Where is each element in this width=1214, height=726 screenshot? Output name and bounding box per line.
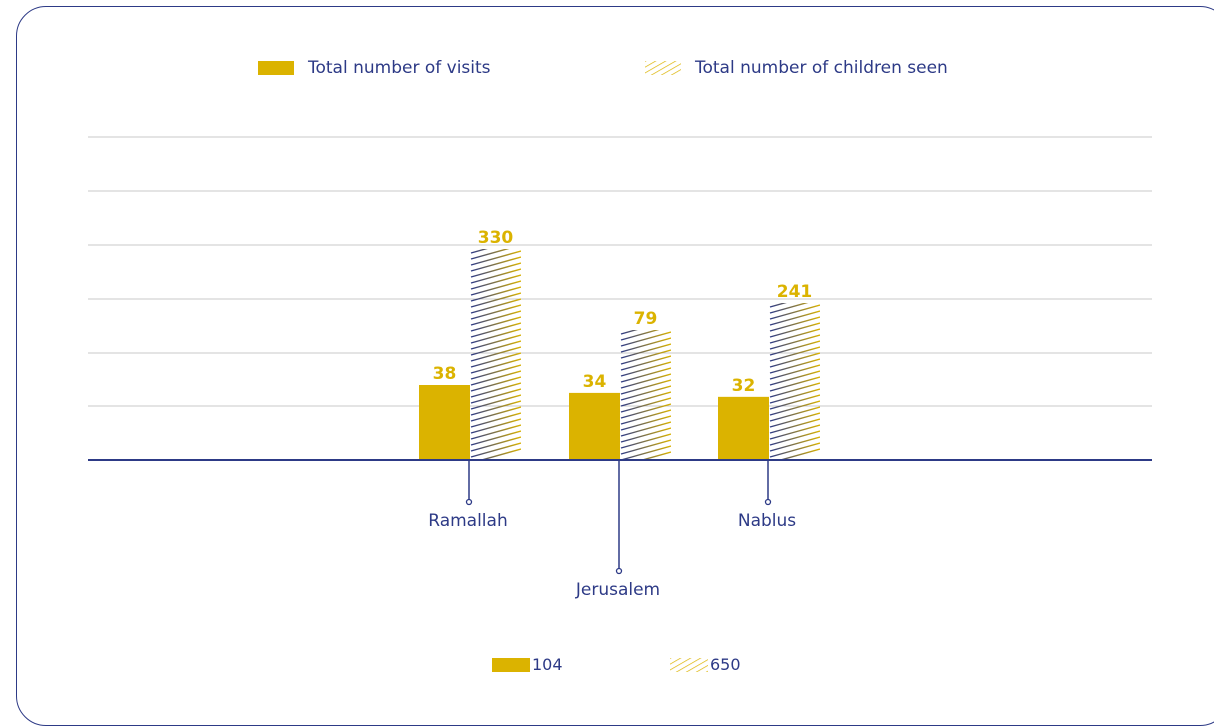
- total-visits: 104: [492, 655, 563, 674]
- total-visits-swatch: [492, 657, 530, 672]
- value-label-visits: 38: [433, 364, 457, 384]
- value-label-children: 330: [478, 228, 514, 248]
- bar-children-jerusalem: [620, 330, 671, 460]
- category-connector-dot: [764, 498, 772, 506]
- category-connector-dot: [465, 498, 473, 506]
- legend-visits: Total number of visits: [258, 58, 491, 78]
- legend-children-label: Total number of children seen: [695, 58, 948, 78]
- category-label-jerusalem: Jerusalem: [575, 580, 660, 600]
- bar-visits-jerusalem: [569, 392, 620, 460]
- category-connector-dot: [615, 567, 623, 575]
- category-label-nablus: Nablus: [738, 511, 796, 531]
- legend-visits-label: Total number of visits: [308, 58, 491, 78]
- bar-visits-ramallah: [419, 385, 470, 460]
- value-label-visits: 32: [732, 376, 756, 396]
- total-children: 650: [670, 655, 741, 674]
- bar-children-nablus: [769, 303, 820, 460]
- bar-children-ramallah: [470, 249, 521, 460]
- value-label-children: 241: [777, 282, 813, 302]
- bar-visits-nablus: [718, 396, 769, 460]
- bar-chart: 38 330 Ramallah 34 79 Jerusalem 32 241 Nablus: [88, 136, 1152, 600]
- legend-visits-swatch: [258, 61, 294, 75]
- total-visits-value: 104: [532, 655, 563, 674]
- total-children-value: 650: [710, 655, 741, 674]
- total-children-swatch: [670, 657, 708, 672]
- category-label-ramallah: Ramallah: [428, 511, 507, 531]
- value-label-children: 79: [634, 309, 658, 329]
- legend-children: Total number of children seen: [645, 58, 948, 78]
- value-label-visits: 34: [583, 372, 607, 392]
- legend-children-swatch: [645, 61, 681, 75]
